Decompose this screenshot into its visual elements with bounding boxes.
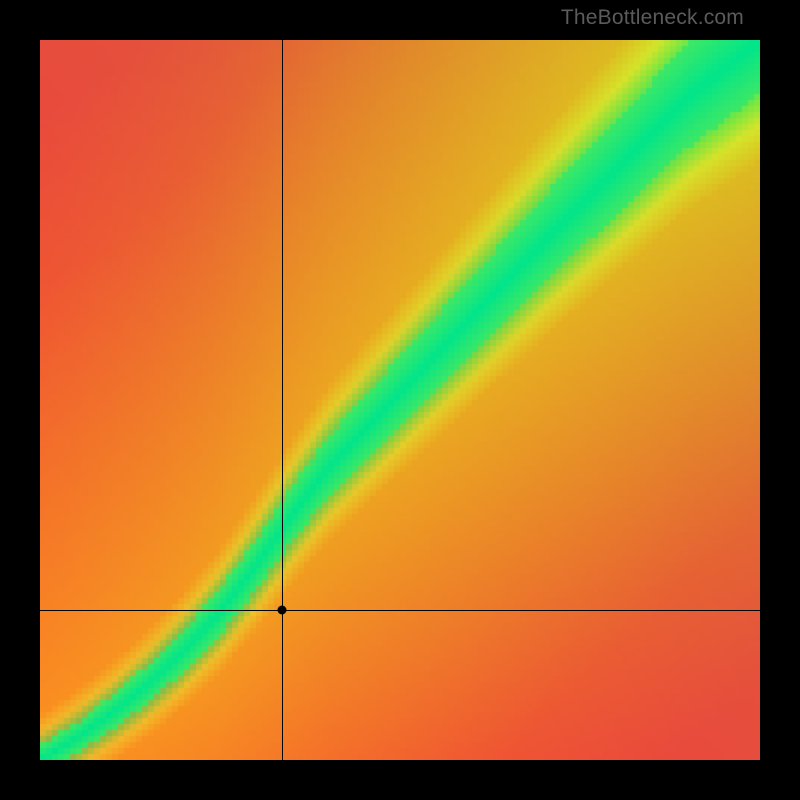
heatmap-canvas: [40, 40, 760, 760]
crosshair-marker: [277, 605, 286, 614]
heatmap-plot: [40, 40, 760, 760]
crosshair-vertical: [282, 40, 283, 760]
crosshair-horizontal: [40, 610, 760, 611]
watermark-text: TheBottleneck.com: [561, 6, 744, 30]
